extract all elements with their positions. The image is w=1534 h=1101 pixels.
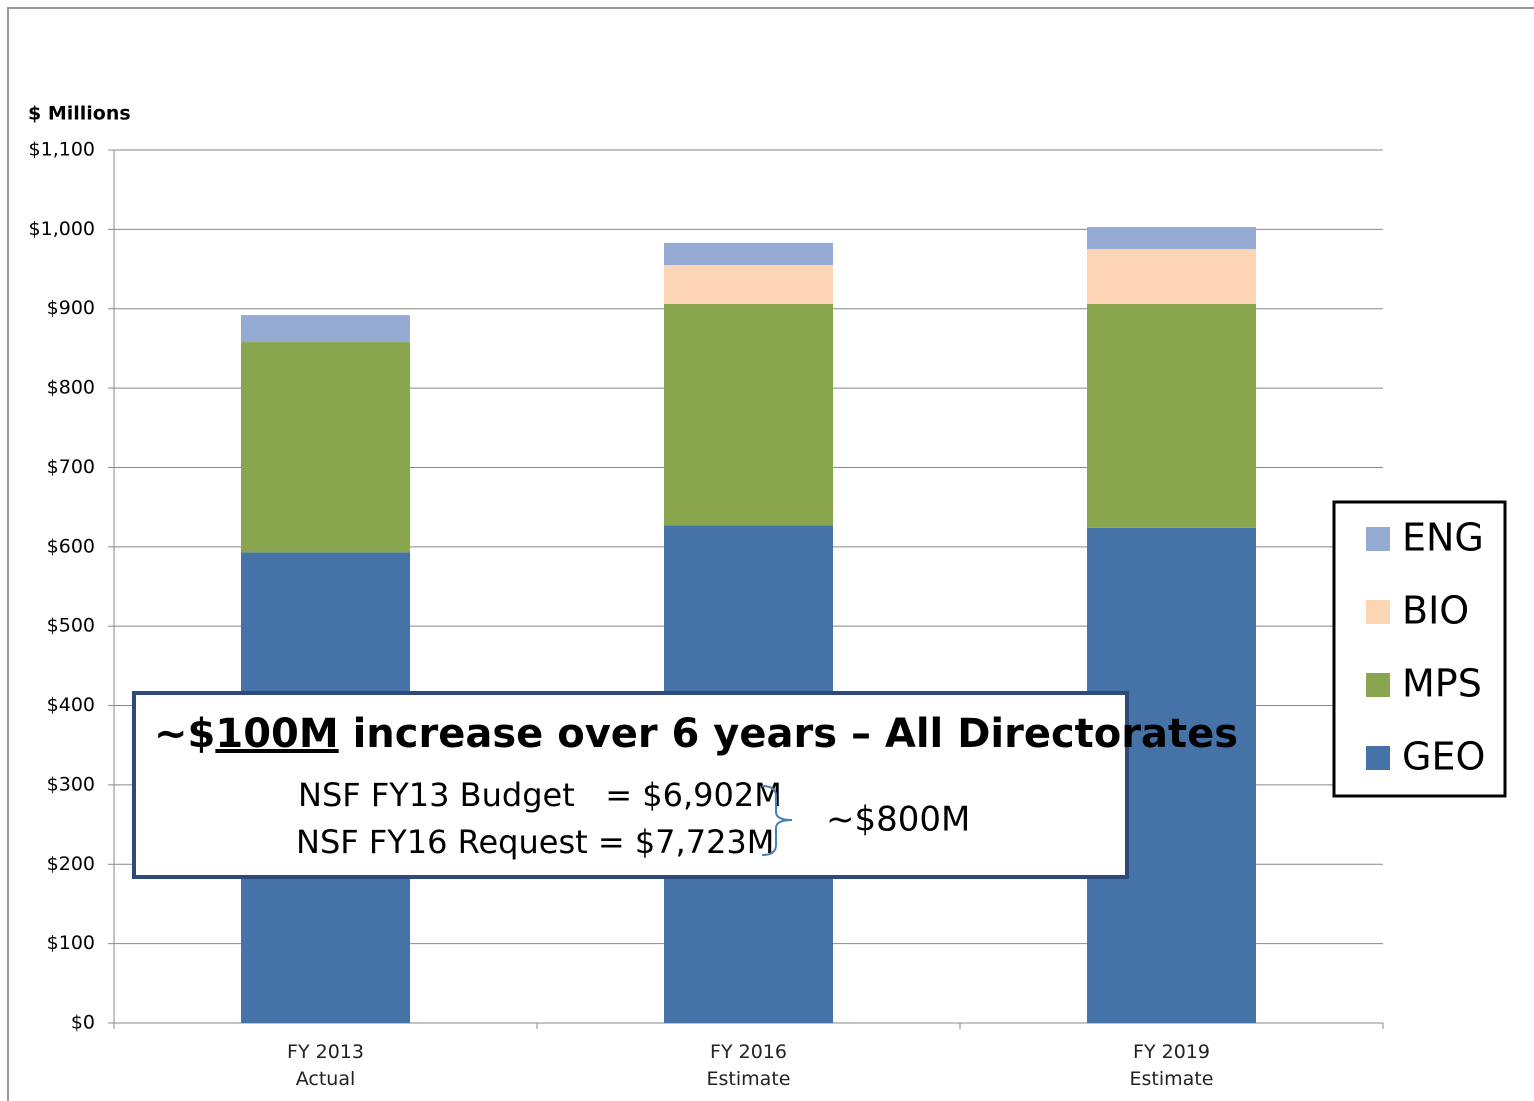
bar-segment bbox=[1087, 226, 1256, 250]
bar-segment bbox=[664, 265, 833, 304]
budget-line: NSF FY13 Budget = $6,902M bbox=[298, 776, 782, 814]
legend: ENG BIO MPS GEO bbox=[1366, 516, 1485, 779]
legend-label: MPS bbox=[1402, 662, 1482, 706]
x-tick-label: FY 2013 Actual bbox=[287, 1041, 364, 1090]
y-tick-label: $900 bbox=[47, 297, 95, 319]
bar-segment bbox=[241, 342, 410, 553]
y-tick-label: $600 bbox=[47, 535, 95, 557]
legend-label: BIO bbox=[1402, 589, 1469, 633]
y-tick-label: $700 bbox=[47, 456, 95, 478]
y-tick-label: $500 bbox=[47, 615, 95, 637]
y-tick-label: $400 bbox=[47, 694, 95, 716]
headline-underlined: 100M bbox=[215, 711, 338, 757]
brace bbox=[761, 785, 793, 856]
bar-segment bbox=[664, 303, 833, 526]
bar-segment bbox=[1087, 303, 1256, 528]
legend-label: ENG bbox=[1402, 516, 1484, 560]
legend-swatch bbox=[1366, 527, 1390, 551]
headline-rest: increase over 6 years – All Directorates bbox=[339, 711, 1238, 757]
y-tick-label: $300 bbox=[47, 773, 95, 795]
x-tick-label: FY 2019 Estimate bbox=[1129, 1041, 1214, 1090]
request-line: NSF FY16 Request = $7,723M bbox=[296, 823, 774, 861]
annotation-frame bbox=[132, 691, 1129, 879]
annotation-box: ~$100M increase over 6 years – All Direc… bbox=[132, 691, 1238, 879]
legend-swatch bbox=[1366, 746, 1390, 770]
legend-swatch bbox=[1366, 673, 1390, 697]
y-tick-label: $100 bbox=[47, 932, 95, 954]
legend-swatch bbox=[1366, 600, 1390, 624]
frame bbox=[7, 7, 1534, 1101]
plot: $0 $100 $200 $300 $400 $500 $600 $700 $800 $900 $1… bbox=[29, 139, 1384, 1034]
brace-note: ~$800M bbox=[826, 800, 970, 840]
bar-segment bbox=[1087, 249, 1256, 304]
y-axis-label: $ Millions bbox=[28, 103, 131, 125]
bar-segment bbox=[664, 242, 833, 266]
y-tick-label: $1,100 bbox=[29, 139, 95, 161]
x-tick-label: FY 2016 Estimate bbox=[706, 1041, 791, 1090]
legend-label: GEO bbox=[1402, 735, 1485, 779]
y-tick-label: $1,000 bbox=[29, 218, 95, 240]
bar-segment bbox=[241, 315, 410, 343]
headline-prefix: ~$ bbox=[154, 711, 215, 757]
headline: ~$100M increase over 6 years – All Direc… bbox=[154, 711, 1238, 757]
y-tick-label: $200 bbox=[47, 853, 95, 875]
legend-frame bbox=[1332, 500, 1507, 798]
y-tick-label: $0 bbox=[71, 1012, 95, 1034]
y-tick-label: $800 bbox=[47, 377, 95, 399]
